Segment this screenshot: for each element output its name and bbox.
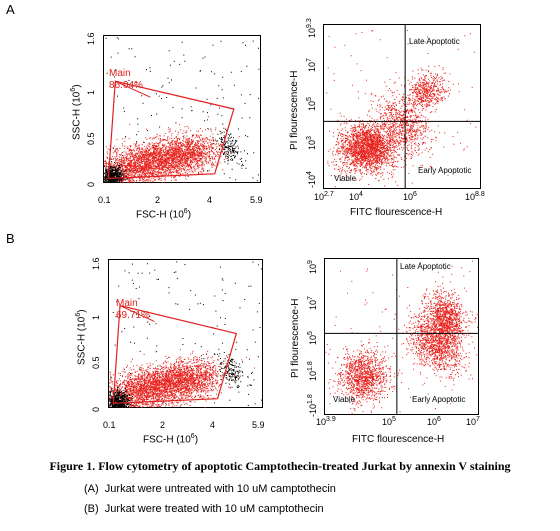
y-tick: 0.5 — [91, 356, 101, 369]
y-tick: 105 — [306, 97, 317, 111]
y-tick: 107 — [306, 58, 317, 72]
gate-leader-line — [115, 80, 151, 98]
event-cluster — [104, 158, 131, 183]
x-tick: 103.9 — [316, 416, 336, 427]
y-tick: 103 — [306, 136, 317, 150]
gate-percent: 69.71% — [116, 310, 150, 321]
gate-name: Main — [116, 298, 138, 309]
y-tick: 1.6 — [86, 32, 96, 45]
panel-letter-b: B — [6, 231, 15, 246]
x-tick: 107 — [466, 416, 480, 427]
y-axis-label: PI flourescence-H — [289, 70, 300, 150]
x-tick: 102.7 — [314, 191, 334, 202]
x-tick: 5.9 — [252, 420, 265, 430]
y-tick: 0 — [86, 181, 96, 187]
y-tick: -104 — [306, 171, 317, 188]
event-cluster — [141, 350, 240, 408]
x-axis-label: FSC-H (106) — [143, 433, 199, 446]
x-tick: 2 — [155, 195, 161, 205]
sparse-events — [105, 37, 260, 182]
quadrant-label-late: Late Apoptotic — [400, 262, 451, 271]
x-axis-label: FSC-H (106) — [136, 208, 192, 221]
event-cluster — [137, 116, 240, 183]
event-cluster — [213, 352, 252, 393]
gate-percent: 86.04% — [109, 80, 143, 91]
note-b: (B) Jurkat were treated with 10 uM campt… — [84, 503, 324, 515]
quadrant-label-early: Early Apoptotic — [418, 166, 472, 175]
x-tick: 108.8 — [465, 191, 485, 202]
x-tick: 0.1 — [98, 195, 111, 205]
gate-name: Main — [109, 68, 131, 79]
event-cluster — [398, 65, 459, 116]
x-tick: 4 — [210, 420, 216, 430]
gate-label-a: Main 86.04% — [109, 68, 143, 92]
y-tick: 107 — [307, 296, 318, 310]
annexin-pi-events-A — [323, 24, 481, 189]
x-tick: 4 — [207, 195, 213, 205]
quadrant-label-late: Late Apoptotic — [409, 37, 460, 46]
fsc-ssc-events-A — [104, 37, 260, 183]
y-tick: 1 — [86, 89, 96, 95]
x-tick: 2 — [160, 420, 166, 430]
y-tick: 101.8 — [307, 361, 318, 381]
event-cluster — [325, 332, 403, 415]
y-tick: 0.5 — [86, 132, 96, 145]
quadrant-label-viable: Viable — [334, 174, 357, 183]
event-cluster — [327, 111, 416, 187]
gate-leader-line — [119, 305, 155, 323]
x-axis-label: FITC flourescence-H — [352, 434, 445, 445]
y-tick: 1.6 — [91, 257, 101, 270]
y-axis-label: PI flourescence-H — [290, 298, 301, 378]
event-cluster — [109, 349, 255, 408]
annexin-pi-events-B — [324, 258, 479, 415]
x-tick: 106 — [403, 191, 417, 202]
x-tick: 0.1 — [103, 420, 116, 430]
note-a: (A) Jurkat were untreated with 10 uM cam… — [84, 483, 336, 495]
figure-caption: Figure 1. Flow cytometry of apoptotic Ca… — [49, 459, 511, 473]
quadrant-label-viable: Viable — [333, 395, 356, 404]
x-tick: 104 — [349, 191, 363, 202]
x-tick: 105 — [382, 416, 396, 427]
x-tick: 106 — [427, 416, 441, 427]
x-tick: 5.9 — [250, 195, 263, 205]
y-tick: 0 — [91, 406, 101, 412]
event-cluster — [392, 295, 478, 387]
y-tick: 1 — [91, 314, 101, 320]
gate-polygon — [112, 304, 238, 404]
y-tick: -101.8 — [307, 394, 318, 417]
gate-polygon — [107, 80, 235, 180]
y-tick: 109 — [307, 260, 318, 274]
gate-label-b: Main 69.71% — [116, 298, 150, 322]
y-axis-label: SSC-H (106) — [70, 84, 83, 140]
x-axis-label: FITC flourescence-H — [350, 207, 443, 218]
y-tick: 109.3 — [306, 18, 317, 38]
y-tick: 105 — [307, 331, 318, 345]
panel-letter-a: A — [6, 2, 15, 17]
quadrant-label-early: Early Apoptotic — [412, 395, 466, 404]
fsc-ssc-events-B — [109, 261, 263, 408]
y-axis-label: SSC-H (106) — [75, 309, 88, 365]
